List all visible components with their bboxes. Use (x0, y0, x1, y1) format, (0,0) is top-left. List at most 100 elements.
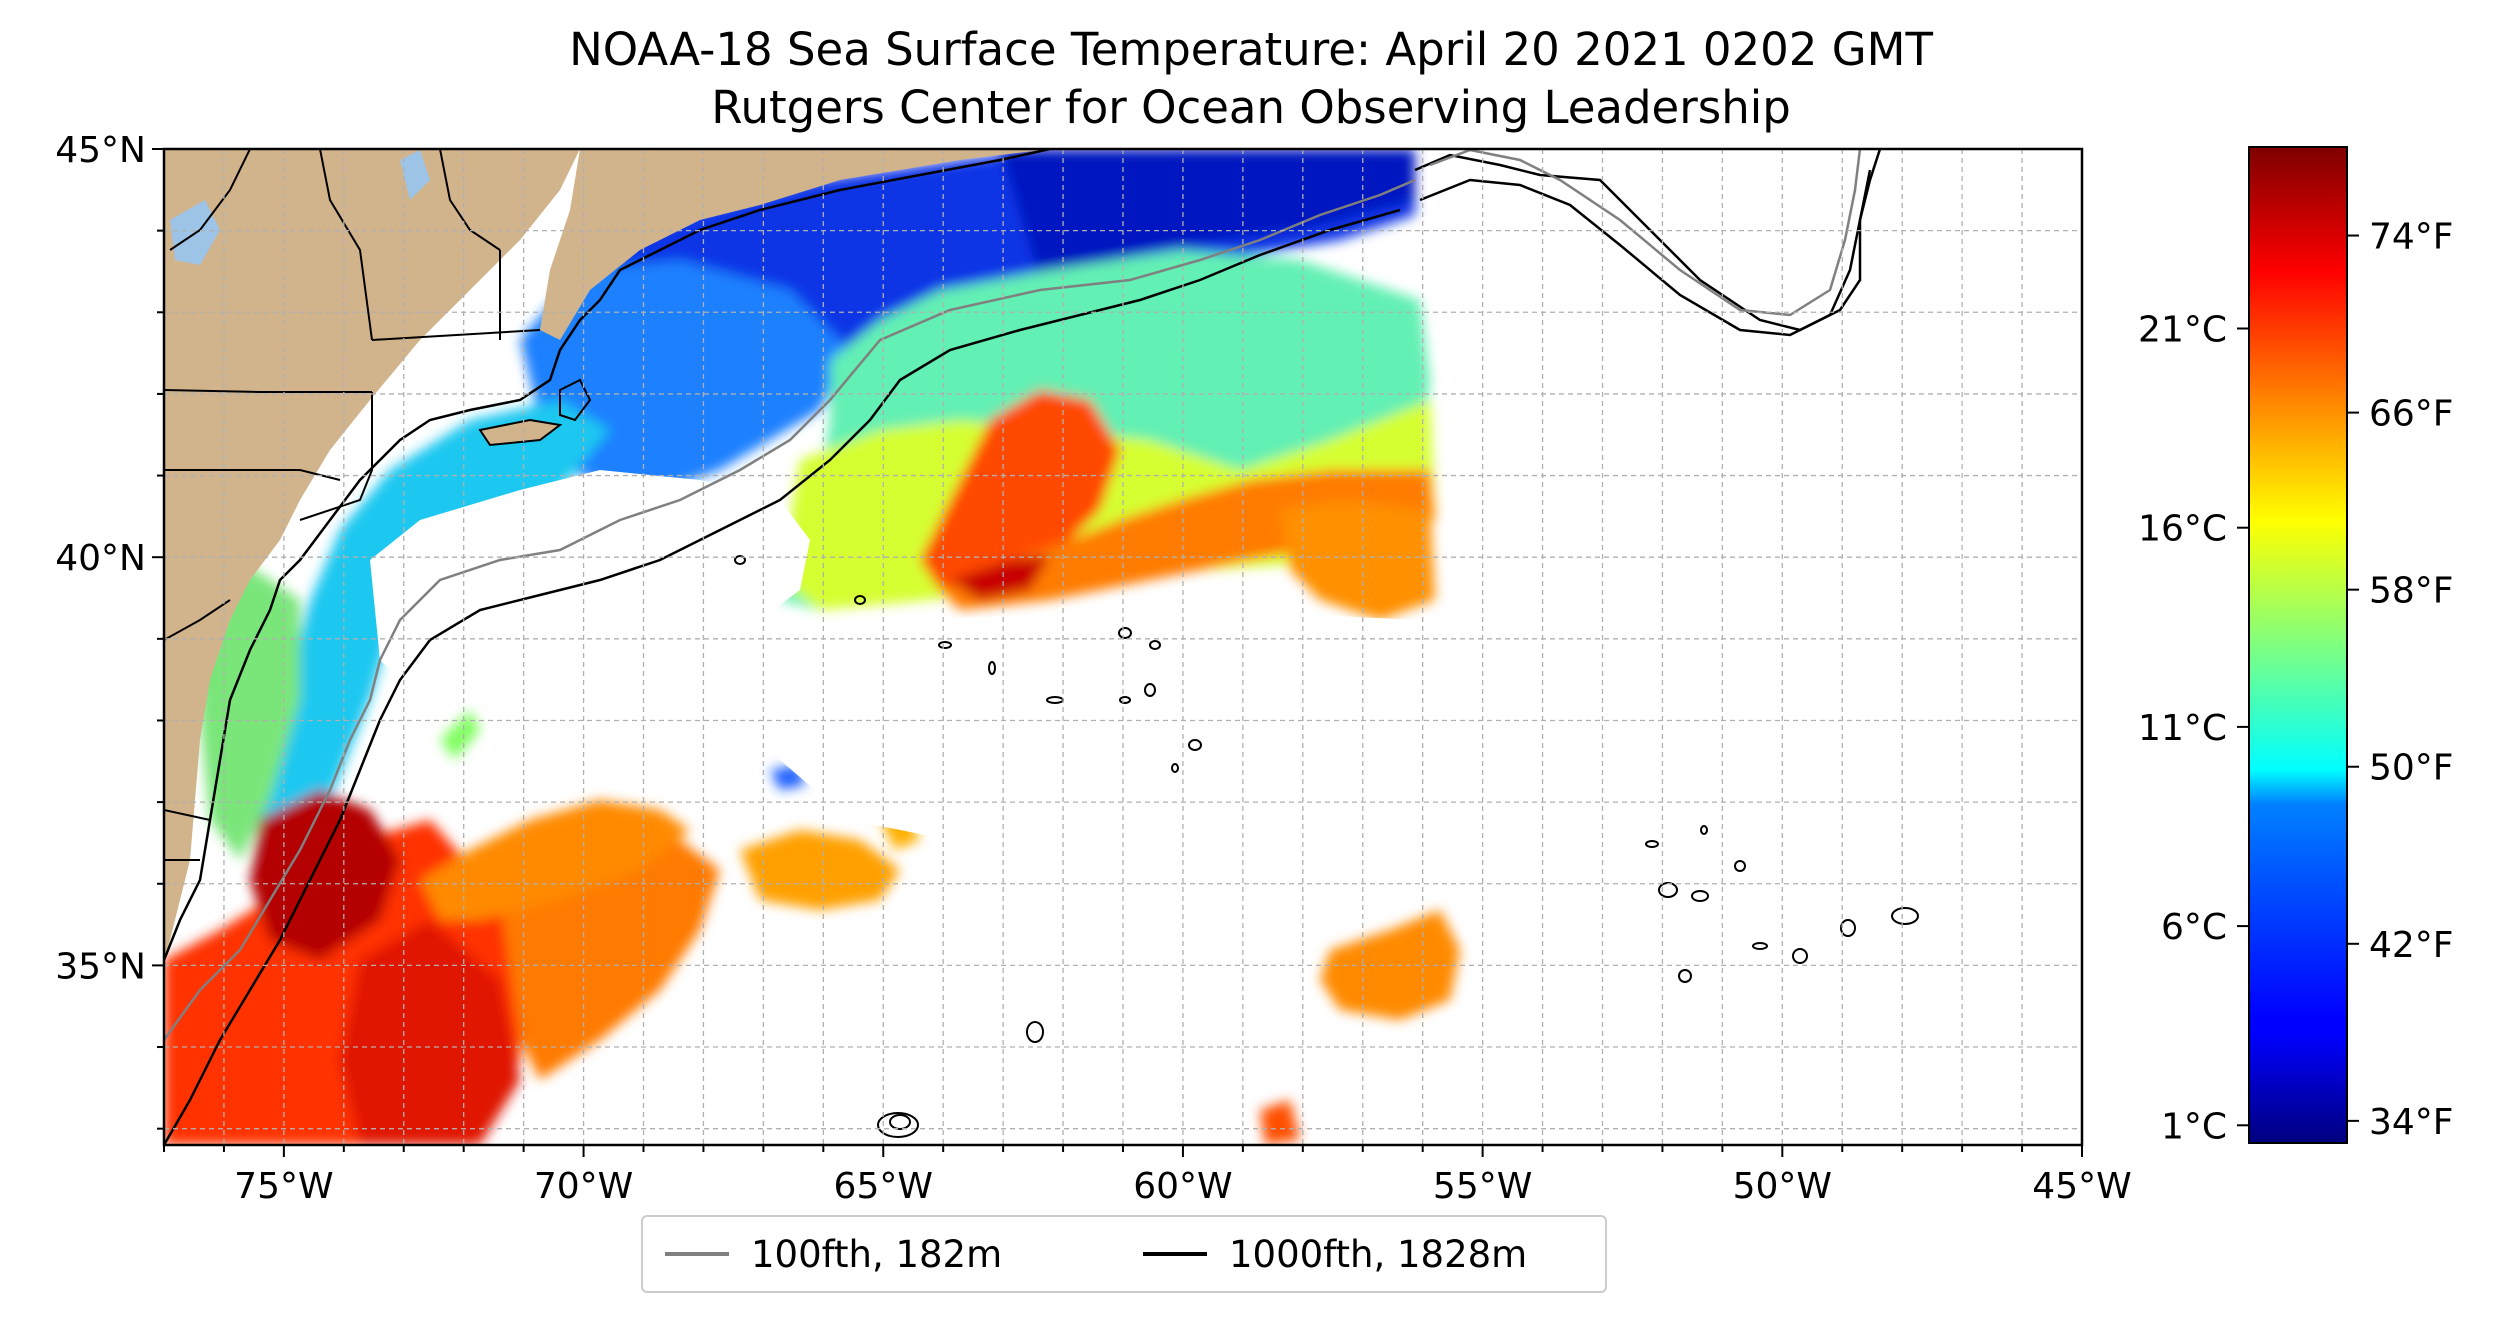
seamount (854, 595, 866, 605)
lat-tick-label: 45°N (55, 130, 146, 171)
border-4 (371, 329, 541, 341)
border-5 (439, 149, 501, 251)
border-9 (164, 599, 231, 641)
seamount (877, 1112, 919, 1138)
coastline (164, 149, 1051, 961)
lon-tick-label: 55°W (1433, 1166, 1532, 1207)
cbar-c-label: 1°C (2161, 1106, 2227, 1147)
cbar-f-label: 34°F (2369, 1102, 2454, 1143)
map-area (164, 149, 2082, 1145)
border-8 (164, 469, 341, 481)
latitude-axis: 45°N 40°N 35°N (55, 130, 164, 1130)
lon-tick-label: 65°W (834, 1166, 933, 1207)
cbar-f-label: 50°F (2369, 748, 2454, 789)
isobath-1000fth-ns (1419, 169, 1872, 337)
cloud-central (760, 610, 1470, 930)
cbar-f-label: 58°F (2369, 571, 2454, 612)
colorbar-fahrenheit-ticks: 34°F 42°F 50°F 58°F 66°F 74°F (2347, 217, 2454, 1143)
isobath-1000fth (164, 208, 1401, 1145)
seamounts (734, 555, 1919, 1138)
border-1 (169, 149, 251, 251)
sst-southwest-red (340, 920, 520, 1145)
seamount (889, 1114, 911, 1130)
seamount (1119, 696, 1131, 704)
cbar-c-label: 6°C (2161, 907, 2227, 948)
lon-tick-label: 70°W (534, 1166, 633, 1207)
colorbar: 1°C 6°C 11°C 16°C 21°C 34°F 42°F 50°F 58°F 66°F 7… (2138, 146, 2454, 1147)
sst-south-bottom-orange (1260, 1100, 1300, 1145)
seamount (1678, 969, 1692, 983)
seamount (1171, 763, 1179, 773)
seamount (1144, 683, 1156, 697)
lon-tick-label: 75°W (234, 1166, 333, 1207)
cape-cod (559, 378, 592, 422)
sst-green-streak (440, 710, 480, 760)
cbar-c-label: 11°C (2138, 708, 2227, 749)
lon-tick-label: 45°W (2032, 1166, 2131, 1207)
seamount (1188, 739, 1202, 751)
legend-item-1000fth: 1000fth, 1828m (1143, 1217, 1527, 1291)
seamount (938, 641, 952, 649)
cbar-f-label: 42°F (2369, 925, 2454, 966)
seamount (1891, 907, 1919, 925)
seamount (1700, 825, 1708, 835)
seamount (988, 661, 996, 675)
map-subtitle: Rutgers Center for Ocean Observing Leade… (711, 81, 1791, 134)
colorbar-gradient (2249, 147, 2347, 1143)
seamount (1752, 942, 1768, 950)
lon-tick-label: 50°W (1733, 1166, 1832, 1207)
legend-swatch-gray (665, 1252, 729, 1256)
lat-tick-label: 35°N (55, 946, 146, 987)
sst-hatteras-deep-red (250, 790, 400, 960)
seamount (1840, 919, 1856, 937)
gridlines (164, 149, 2082, 1145)
cloud-east (1430, 149, 2082, 1145)
state-borders (164, 149, 541, 861)
sst-scotian-cold (1000, 149, 1415, 280)
long-island (478, 418, 563, 447)
land-north-america (164, 149, 580, 960)
border-2 (319, 149, 373, 341)
sst-mid-atlantic-shelf (250, 400, 610, 920)
cbar-c-label: 16°C (2138, 509, 2227, 550)
seamount (1658, 882, 1678, 898)
sst-gulf-stream-red (950, 555, 1050, 600)
land-maine (540, 149, 1050, 340)
cloud-mask (370, 149, 2082, 1145)
legend-item-100fth: 100fth, 182m (665, 1217, 1002, 1291)
legend-swatch-black (1143, 1252, 1207, 1256)
seamount (1734, 860, 1746, 872)
seamount (1118, 627, 1132, 639)
seamount (1026, 1021, 1044, 1043)
lon-tick-label: 60°W (1133, 1166, 1232, 1207)
lake-2 (400, 150, 430, 200)
cloud-mid-atlantic (370, 470, 810, 700)
isobath-legend: 100fth, 182m 1000fth, 1828m (641, 1215, 1607, 1293)
seamount (1645, 840, 1659, 848)
lat-tick-label: 40°N (55, 538, 146, 579)
cbar-f-label: 66°F (2369, 394, 2454, 435)
seamount (1149, 640, 1161, 650)
sst-shelf-blue (520, 260, 850, 500)
map-title: NOAA-18 Sea Surface Temperature: April 2… (569, 23, 1933, 76)
cbar-f-label: 74°F (2369, 217, 2454, 258)
sst-central-orange (740, 830, 900, 910)
land (164, 149, 1050, 960)
legend-label-100fth: 100fth, 182m (751, 1232, 1003, 1276)
seamount (1792, 948, 1808, 964)
sst-south-orange-2 (420, 800, 690, 920)
border-3 (164, 389, 372, 393)
sst-east-orange (1280, 500, 1435, 620)
colorbar-celsius-ticks: 1°C 6°C 11°C 16°C 21°C (2138, 309, 2249, 1147)
colorbar-frame (2248, 146, 2348, 1144)
legend-label-1000fth: 1000fth, 1828m (1229, 1232, 1528, 1276)
cbar-c-label: 21°C (2138, 309, 2227, 350)
isobath-100fth-ns (1429, 149, 1862, 317)
border-7 (299, 392, 373, 521)
longitude-axis: 75°W 70°W 65°W 60°W 55°W 50°W 45°W (163, 1145, 2132, 1207)
seamount (1691, 890, 1709, 902)
border-10 (164, 809, 211, 821)
seamount (734, 555, 746, 565)
isobath-100fth (164, 178, 1416, 1041)
